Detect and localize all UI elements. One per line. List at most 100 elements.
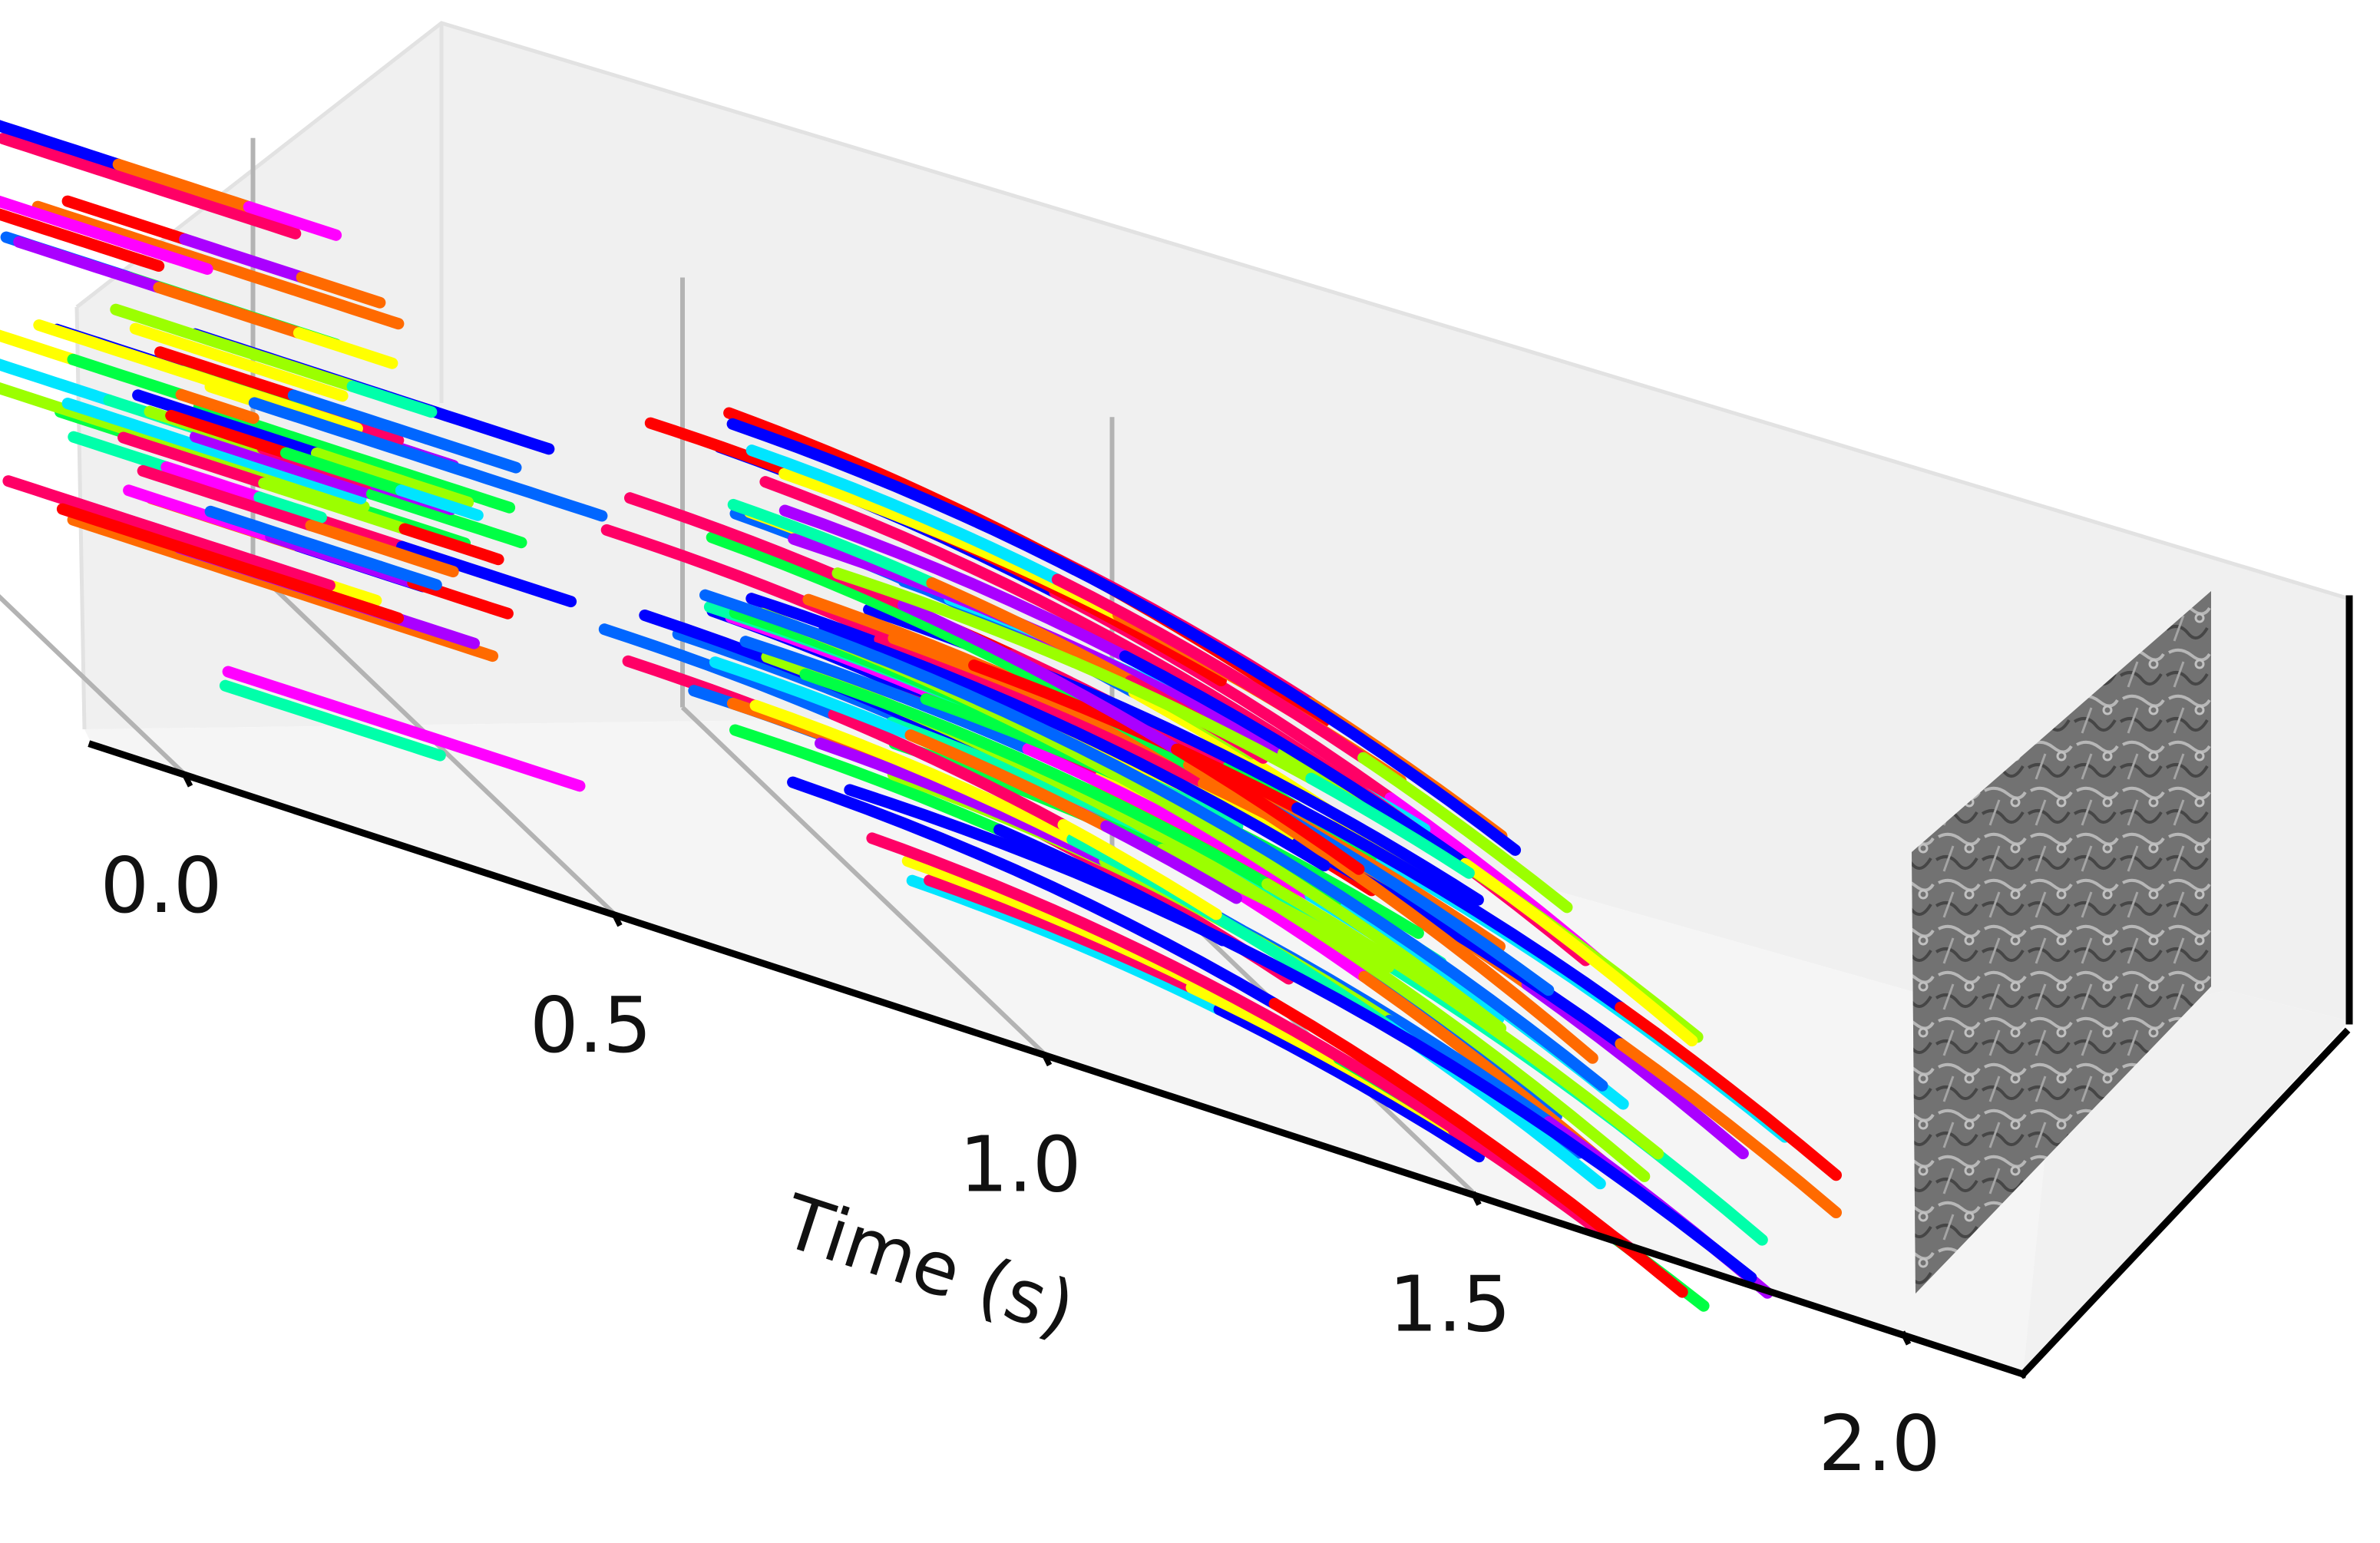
trajectory-segment — [749, 699, 1079, 845]
x-axis-line — [88, 740, 2028, 1379]
trajectory-segment — [61, 398, 367, 504]
trajectory-segment — [258, 477, 411, 535]
trajectory-segment — [699, 589, 1608, 1092]
trajectory-segment — [844, 784, 1757, 1284]
trajectory-segment — [1615, 1038, 1842, 1218]
trajectory-segment — [1068, 656, 1317, 785]
trajectory-segment — [219, 679, 446, 762]
trajectory-segment — [727, 498, 938, 589]
trajectory-segment — [13, 236, 165, 293]
trajectory-segment — [1268, 997, 1688, 1298]
x-tick-mark — [1899, 1330, 1912, 1346]
trajectory-segment — [818, 623, 1330, 872]
trajectory-segment — [1156, 844, 1395, 973]
trajectory-segment — [726, 418, 1522, 856]
trajectory-segment — [311, 447, 474, 508]
trajectory-segment — [1357, 752, 1573, 914]
trajectory-segment — [0, 358, 115, 406]
trajectory-segment — [293, 327, 398, 369]
trajectory-segment — [1057, 819, 1222, 920]
trajectory-segment — [398, 523, 504, 566]
trajectory-segment — [904, 729, 1112, 832]
trajectory-segment — [1261, 878, 1664, 1160]
trajectory-segment — [1171, 743, 1365, 875]
trajectory-segment — [778, 504, 1131, 662]
trajectory-segment — [193, 401, 516, 514]
x-tick-label: 2.0 — [1818, 1399, 1940, 1488]
x-tick-mark — [1040, 1051, 1053, 1067]
trajectory-segment — [154, 346, 299, 401]
trajectory-segment — [117, 431, 270, 489]
trajectory-segment — [287, 389, 433, 444]
x-tick-label: 0.0 — [100, 841, 222, 930]
trajectory-segment — [1066, 833, 1395, 1033]
trajectory-segment — [924, 874, 1198, 993]
trajectory-segment — [0, 382, 370, 513]
trajectory-segment — [0, 120, 124, 170]
trajectory-segment — [906, 874, 1225, 1016]
trajectory-segment — [165, 409, 292, 459]
trajectory-segment — [160, 461, 266, 504]
trajectory-segment — [739, 636, 1034, 755]
trajectory-segment — [831, 567, 1080, 669]
trajectory-segment — [2, 475, 336, 592]
trajectory-segment — [33, 319, 217, 387]
trajectory-segment — [243, 201, 342, 241]
trajectory-segment — [129, 322, 349, 402]
trajectory-segment — [799, 668, 1274, 890]
trajectory-segment — [1615, 1001, 1842, 1181]
trajectory-segment — [787, 776, 1281, 1009]
trajectory-segment — [815, 737, 1111, 867]
trajectory-segment — [1100, 820, 1242, 904]
trajectory-segment — [153, 282, 305, 339]
trajectory-segment — [0, 329, 79, 365]
trajectory-segment — [222, 666, 586, 792]
trajectory-segment — [1213, 1003, 1485, 1163]
trajectory-segment — [1258, 1008, 1602, 1234]
x-tick-label: 1.0 — [959, 1120, 1081, 1210]
trajectory-segment — [31, 200, 405, 330]
x-tick-mark — [1470, 1191, 1482, 1206]
trajectory-segment — [1459, 857, 1698, 1047]
trajectory-segment — [296, 271, 386, 309]
trajectory-segment — [897, 599, 1183, 755]
trajectory-segment — [132, 389, 322, 459]
trajectory-segment — [1119, 650, 1471, 870]
trajectory-segment — [179, 233, 308, 283]
trajectory-segment — [67, 353, 187, 401]
trajectory-segment — [280, 447, 407, 497]
trajectory-segment — [926, 577, 1137, 687]
floor-grid-line — [680, 705, 1046, 1055]
trajectory-segment — [1183, 759, 1598, 1064]
end-frame-image — [1912, 591, 2211, 1294]
end-frame-shading — [1912, 591, 2211, 1294]
back-wall-pane — [77, 23, 2349, 1033]
trajectory-segment — [1051, 573, 1370, 764]
axis-lines — [88, 595, 2353, 1379]
trajectory-segment — [1305, 772, 1475, 879]
trajectory-segment — [205, 375, 363, 434]
trajectory-segment — [175, 388, 259, 425]
depth-axis-line — [2018, 1027, 2351, 1379]
floor-grid-line — [0, 594, 187, 776]
trajectory-segment — [0, 208, 165, 272]
x-tick-label: 1.5 — [1389, 1259, 1511, 1349]
trajectory-segment — [253, 491, 327, 524]
trajectory-segment — [110, 303, 240, 354]
x-tick-mark — [181, 772, 193, 788]
trajectory-segment — [228, 342, 359, 392]
trajectory-segment — [745, 444, 1063, 586]
trajectory-segment — [395, 484, 484, 521]
trajectory-segment — [866, 832, 1271, 1020]
trajectories — [0, 120, 1842, 1312]
trajectory-segment — [137, 464, 317, 531]
x-tick-mark — [611, 912, 623, 927]
trajectory-segment — [421, 433, 522, 474]
trajectory-segment — [190, 431, 378, 500]
trajectory-segment — [1291, 802, 1627, 1013]
trajectory-segment — [874, 633, 1210, 790]
x-tick-label: 0.5 — [530, 980, 652, 1070]
x-axis-ticks: 0.0 0.5 1.0 1.5 2.0 — [100, 772, 1941, 1488]
trajectory-segment — [112, 158, 255, 213]
